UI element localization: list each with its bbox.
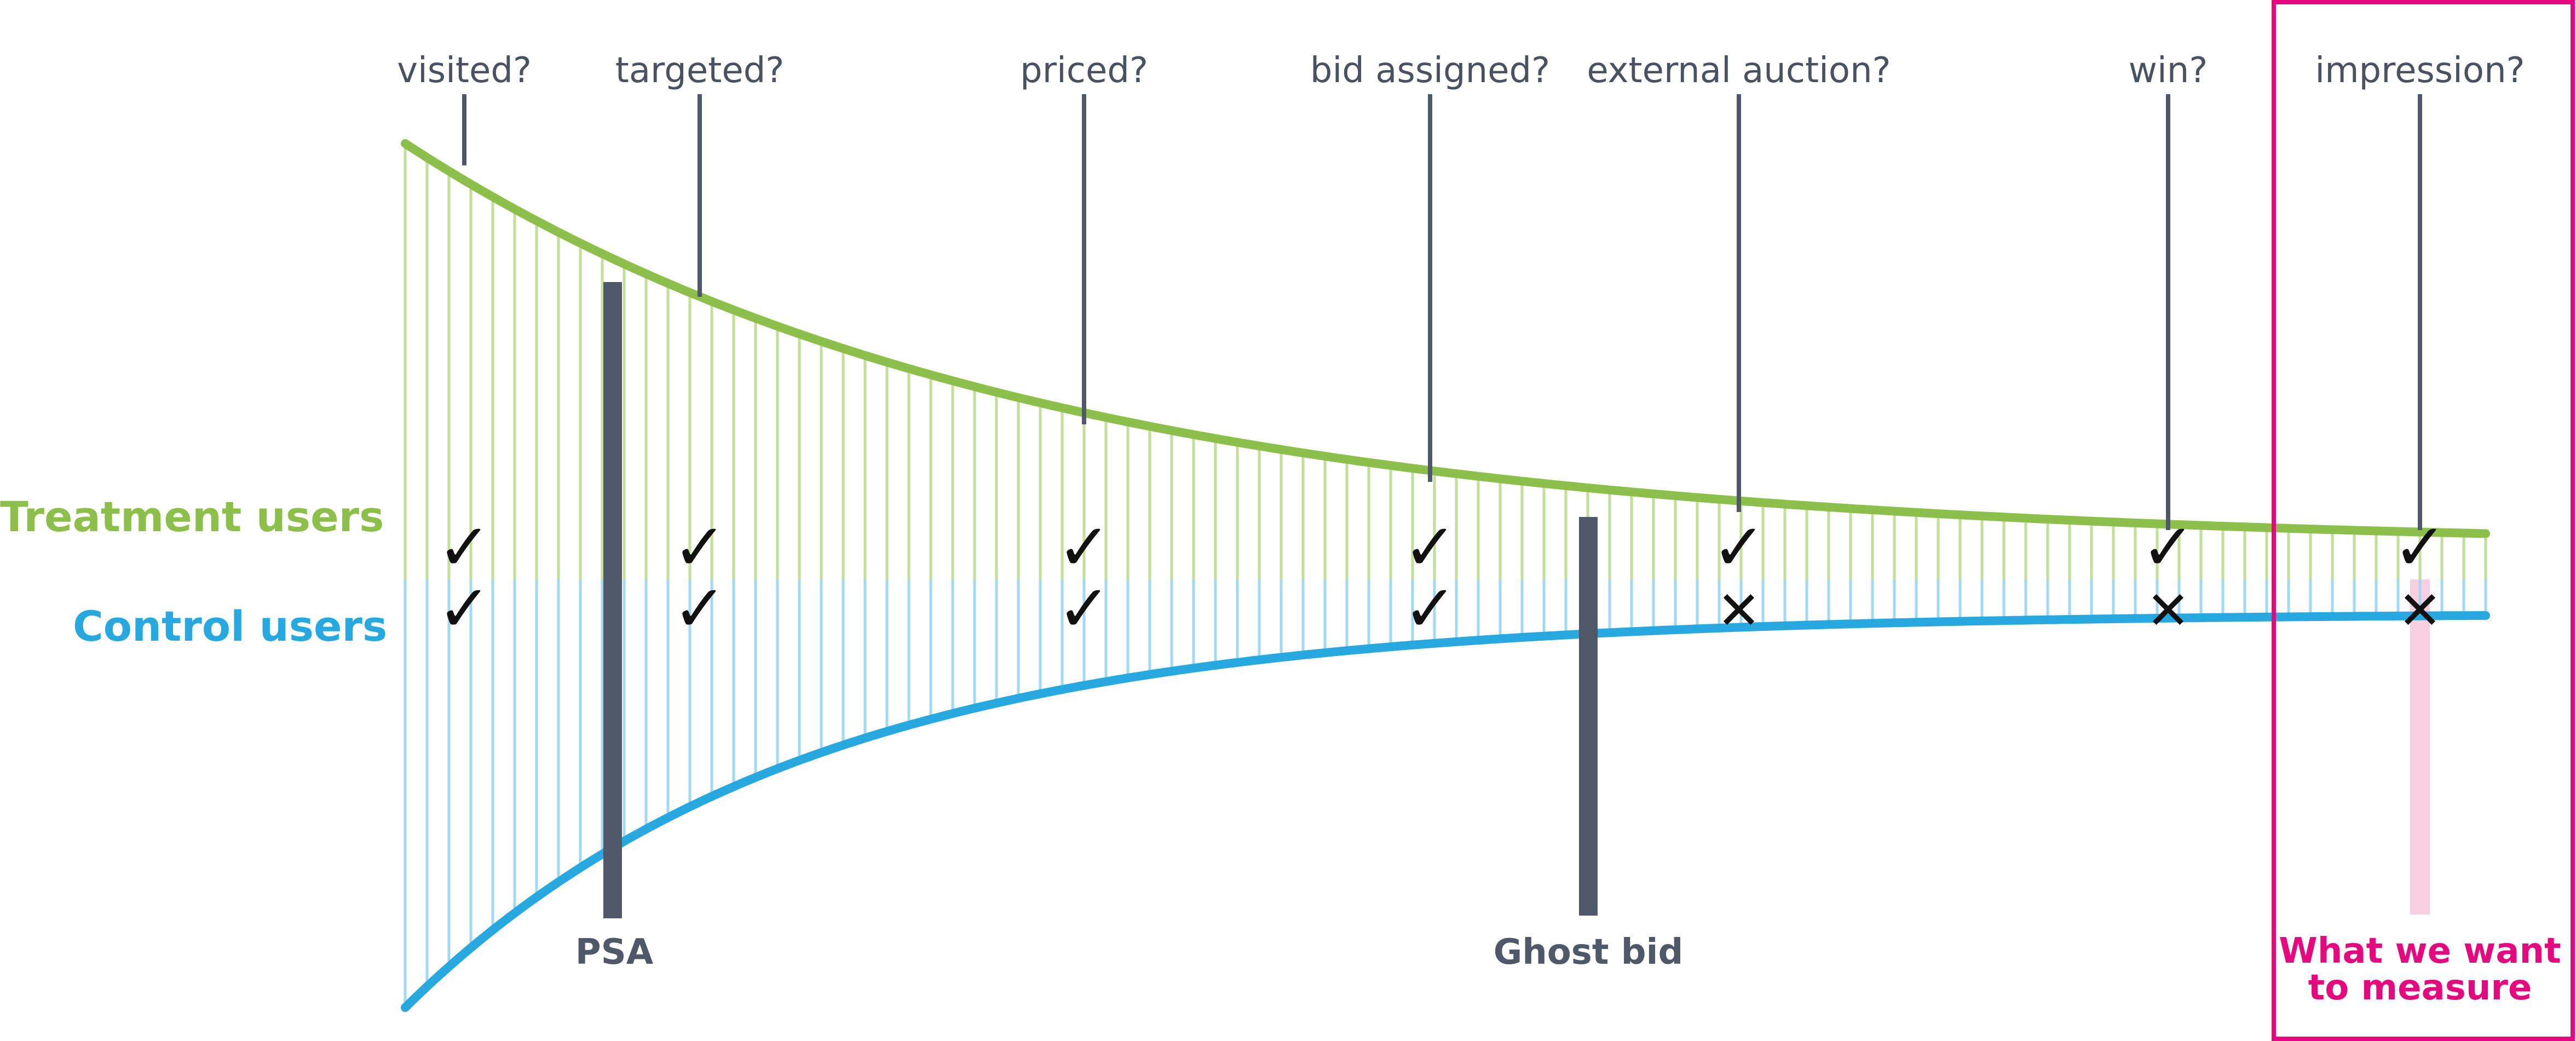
treatment-hatching <box>404 143 2487 579</box>
stage-external-auction: external auction? ✓✕ <box>1587 50 1891 641</box>
stage-label: impression? <box>2315 50 2525 91</box>
treatment-check-icon: ✓ <box>2393 509 2447 585</box>
ghost-bid-marker-bar <box>1579 517 1598 916</box>
control-cross-icon: ✕ <box>1717 580 1761 641</box>
treatment-check-icon: ✓ <box>1403 509 1457 585</box>
treatment-check-icon: ✓ <box>1712 509 1766 585</box>
treatment-check-icon: ✓ <box>2141 509 2195 585</box>
treatment-users-label: Treatment users <box>0 492 384 541</box>
measure-label-line2: to measure <box>2308 968 2532 1008</box>
stage-visited: visited? ✓✓ <box>397 50 532 646</box>
psa-label: PSA <box>575 932 654 973</box>
control-check-icon: ✓ <box>1057 571 1111 646</box>
treatment-curve <box>401 139 2490 538</box>
control-cross-icon: ✕ <box>2146 580 2190 641</box>
stage-bid-assigned: bid assigned? ✓✓ <box>1310 50 1550 646</box>
stages: visited?✓✓targeted?✓✓priced?✓✓bid assign… <box>397 50 2525 646</box>
stage-label: priced? <box>1020 50 1148 91</box>
treatment-check-icon: ✓ <box>673 509 727 585</box>
stage-priced: priced? ✓✓ <box>1020 50 1148 646</box>
stage-label: external auction? <box>1587 50 1891 91</box>
measure-box <box>2272 0 2575 1041</box>
treatment-check-icon: ✓ <box>1057 509 1111 585</box>
stage-impression: impression? ✓✕ <box>2315 50 2525 641</box>
control-curve <box>401 611 2490 1012</box>
stage-label: win? <box>2129 50 2208 91</box>
stage-label: visited? <box>397 50 532 91</box>
control-check-icon: ✓ <box>1403 571 1457 646</box>
control-users-label: Control users <box>73 602 387 651</box>
control-check-icon: ✓ <box>673 571 727 646</box>
stage-label: bid assigned? <box>1310 50 1550 91</box>
stage-win: win? ✓✕ <box>2129 50 2208 641</box>
measure-label-line1: What we want <box>2279 931 2561 971</box>
control-hatching <box>404 579 2487 1008</box>
control-check-icon: ✓ <box>437 571 492 646</box>
control-cross-icon: ✕ <box>2398 580 2442 641</box>
psa-marker-bar <box>603 282 622 918</box>
measure-highlight-bar <box>2410 579 2430 915</box>
stage-label: targeted? <box>615 50 785 91</box>
stage-targeted: targeted? ✓✓ <box>615 50 785 646</box>
ghost-bid-label: Ghost bid <box>1494 932 1684 973</box>
treatment-check-icon: ✓ <box>437 509 492 585</box>
